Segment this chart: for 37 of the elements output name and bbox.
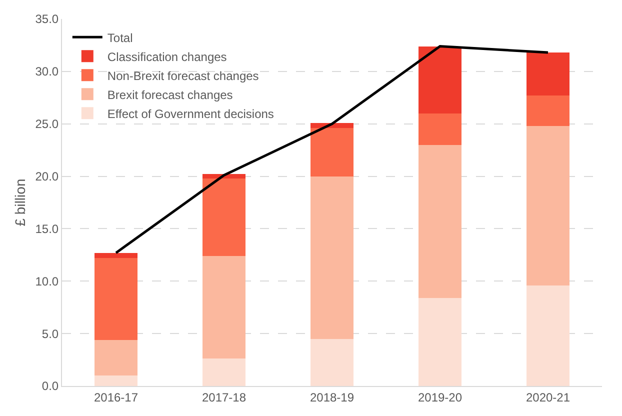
bar [418,46,462,114]
bar [94,376,138,386]
bar [418,113,462,145]
bar [526,126,570,286]
x-tick-label: 2020-21 [526,390,570,404]
bar [94,340,138,376]
legend-label: Total [107,30,133,45]
bar [418,298,462,386]
y-tick-label: 5.0 [42,326,59,341]
y-tick-label: 25.0 [35,117,59,132]
bar [526,285,570,386]
y-tick-label: 15.0 [35,222,59,236]
y-tick-label: 30.0 [35,64,59,79]
x-tick-label: 2016-17 [94,390,138,404]
bar [526,52,570,96]
legend-label: Classification changes [107,50,227,64]
y-tick-label: 10.0 [35,274,59,288]
bar [310,128,354,176]
y-tick-label: 35.0 [35,12,59,26]
x-tick-label: 2018-19 [310,390,354,404]
bar [418,144,462,298]
legend-label: Effect of Government decisions [107,106,274,121]
bar [526,96,570,126]
bar [202,358,246,386]
bar [310,338,354,386]
legend-label: Non-Brexit forecast changes [107,68,259,83]
y-tick-label: 20.0 [35,169,59,184]
x-tick-label: 2019-20 [418,390,462,404]
bar [202,178,246,256]
y-axis-title: £ billion [12,178,28,226]
x-tick-label: 2017-18 [202,390,246,404]
bar [94,258,138,340]
bar [94,252,138,258]
bar [310,176,354,339]
legend-label: Brexit forecast changes [107,88,233,102]
y-tick-label: 0.0 [42,379,59,394]
bar [202,256,246,359]
